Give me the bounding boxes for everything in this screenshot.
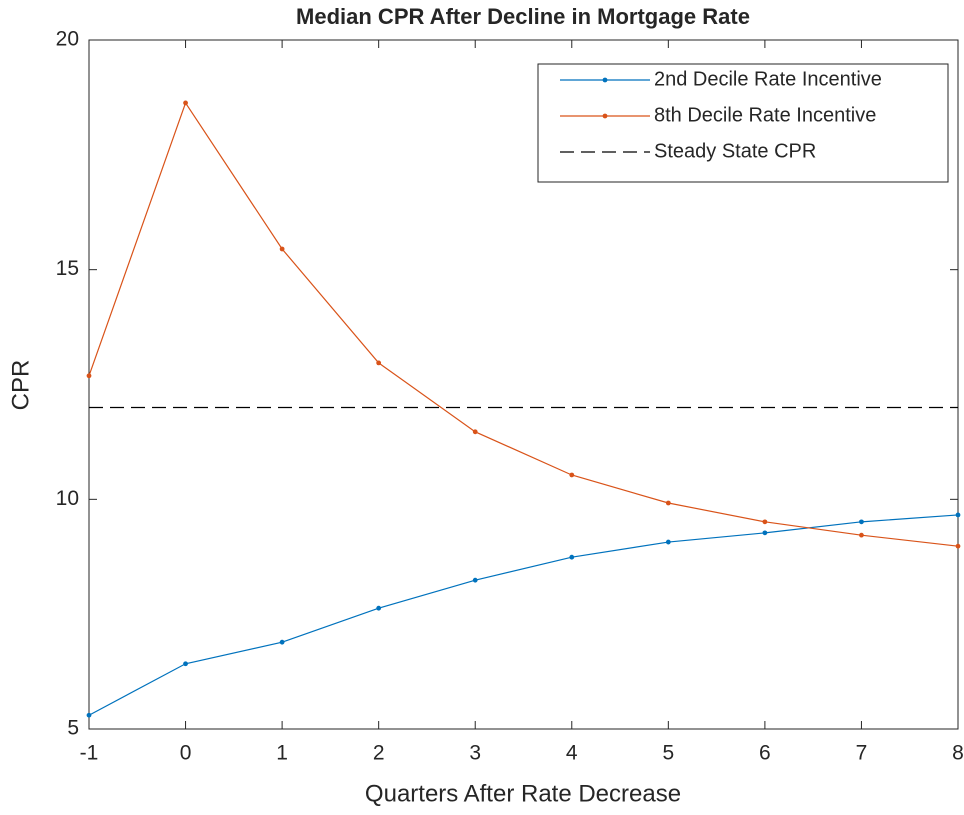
data-point <box>955 512 961 518</box>
data-point <box>472 429 478 435</box>
y-tick-label: 5 <box>67 717 79 740</box>
y-tick-label: 10 <box>56 487 79 510</box>
data-point <box>955 543 961 549</box>
data-point <box>376 605 382 611</box>
data-point <box>86 712 92 718</box>
x-tick-label: 0 <box>180 742 192 765</box>
x-axis-label: Quarters After Rate Decrease <box>365 780 681 807</box>
data-point <box>279 639 285 645</box>
series-line <box>88 514 959 716</box>
data-point <box>183 100 188 106</box>
legend-marker <box>602 113 608 119</box>
data-point <box>762 530 768 536</box>
data-point <box>472 577 478 583</box>
legend-label: 8th Decile Rate Incentive <box>654 104 876 126</box>
data-point <box>859 519 864 525</box>
data-point <box>279 246 285 252</box>
legend-label: 2nd Decile Rate Incentive <box>654 68 882 90</box>
legend-label: Steady State CPR <box>654 140 816 162</box>
data-point <box>569 472 575 478</box>
x-tick-label: 5 <box>662 742 674 765</box>
chart-title: Median CPR After Decline in Mortgage Rat… <box>296 4 750 29</box>
series-line <box>88 101 959 547</box>
y-tick-label: 20 <box>56 28 79 51</box>
x-tick-label: 6 <box>759 742 771 765</box>
y-tick-label: 15 <box>56 257 79 280</box>
data-point <box>665 539 671 545</box>
data-point <box>762 519 768 525</box>
data-point <box>569 554 575 560</box>
x-tick-label: 4 <box>566 742 578 765</box>
x-tick-label: 8 <box>952 742 964 765</box>
x-tick-label: 7 <box>856 742 868 765</box>
x-tick-label: -1 <box>80 742 99 765</box>
data-point <box>665 500 671 506</box>
data-point <box>183 661 188 667</box>
data-point <box>86 373 92 379</box>
data-point <box>376 360 382 366</box>
x-tick-label: 3 <box>469 742 481 765</box>
legend-box <box>537 63 949 183</box>
x-tick-label: 1 <box>276 742 288 765</box>
legend-marker <box>602 77 608 83</box>
data-point <box>859 532 864 538</box>
x-tick-label: 2 <box>373 742 385 765</box>
y-axis-label: CPR <box>7 360 34 411</box>
